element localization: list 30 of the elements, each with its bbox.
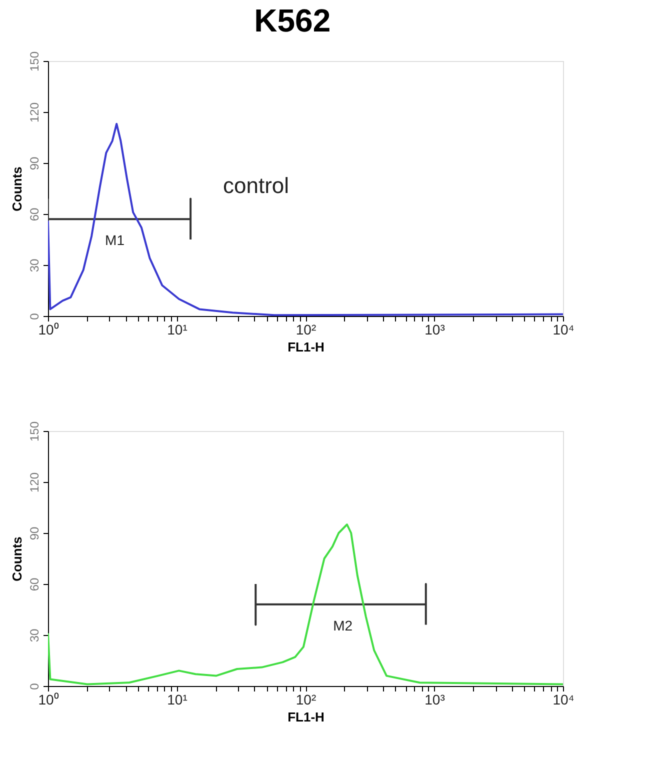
x-tick-label: 10² bbox=[296, 692, 316, 708]
x-tick-label: 10¹ bbox=[167, 322, 188, 338]
annotation: control bbox=[223, 173, 290, 198]
y-tick-label: 150 bbox=[28, 421, 42, 442]
y-tick-label: 90 bbox=[28, 156, 42, 170]
y-tick-label: 60 bbox=[28, 578, 42, 592]
y-tick-label: 150 bbox=[28, 51, 42, 72]
x-tick-label: 10⁰ bbox=[38, 692, 59, 708]
y-tick-label: 0 bbox=[28, 682, 42, 690]
x-tick-label: 10¹ bbox=[167, 692, 188, 708]
annotation: M2 bbox=[333, 617, 353, 634]
x-tick-label: 10⁴ bbox=[552, 322, 574, 338]
y-tick-label: 120 bbox=[28, 472, 42, 493]
y-tick-label: 90 bbox=[28, 526, 42, 540]
x-axis-title: FL1-H bbox=[288, 340, 324, 354]
y-axis-title: Counts bbox=[10, 166, 24, 212]
y-tick-label: 30 bbox=[28, 628, 42, 642]
annotation: M1 bbox=[105, 232, 125, 248]
x-tick-label: 10³ bbox=[424, 322, 446, 338]
y-tick-label: 30 bbox=[28, 258, 42, 272]
x-axis-title: FL1-H bbox=[288, 710, 324, 724]
x-tick-label: 10³ bbox=[424, 692, 446, 708]
y-tick-label: 60 bbox=[28, 208, 42, 222]
y-axis-title: Counts bbox=[10, 536, 24, 582]
x-tick-label: 10² bbox=[296, 322, 316, 338]
chart-title: K562 bbox=[254, 2, 331, 38]
x-tick-label: 10⁴ bbox=[552, 692, 574, 708]
y-tick-label: 120 bbox=[28, 102, 42, 123]
y-tick-label: 0 bbox=[28, 312, 42, 320]
x-tick-label: 10⁰ bbox=[38, 322, 59, 338]
